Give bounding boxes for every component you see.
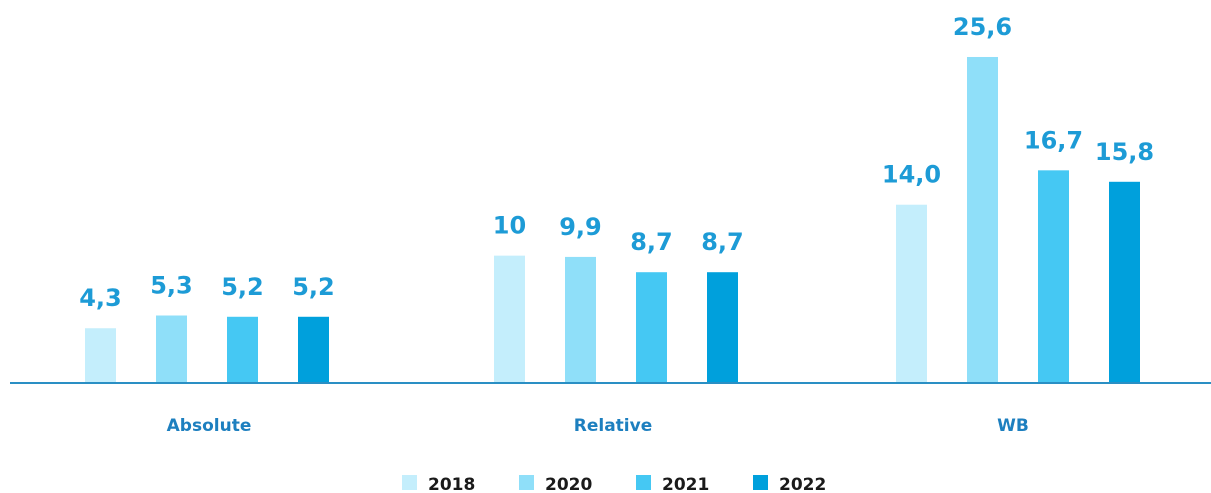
bar-absolute-2022: [298, 316, 329, 383]
bar-absolute-2020: [156, 315, 187, 383]
bar-relative-2020: [565, 256, 596, 383]
value-label-absolute-2021: 5,2: [221, 273, 264, 301]
value-label-wb-2018: 14,0: [882, 161, 941, 189]
bar-wb-2020: [967, 56, 998, 383]
legend-label-2018: 2018: [428, 475, 475, 493]
bar-wb-2022: [1109, 181, 1140, 383]
bar-relative-2018: [494, 255, 525, 383]
bar-wb-2021: [1038, 170, 1069, 383]
legend: 2018 2020 2021 2022: [402, 475, 826, 493]
legend-label-2021: 2021: [662, 475, 709, 493]
legend-swatch-2018: [402, 475, 417, 490]
value-label-relative-2022: 8,7: [701, 228, 744, 256]
bar-absolute-2021: [227, 316, 258, 383]
bars-layer: [85, 56, 1140, 383]
legend-swatch-2021: [636, 475, 651, 490]
value-label-wb-2020: 25,6: [953, 13, 1012, 41]
value-label-relative-2021: 8,7: [630, 228, 673, 256]
legend-swatch-2020: [519, 475, 534, 490]
legend-label-2020: 2020: [545, 475, 592, 493]
category-label-relative: Relative: [574, 416, 652, 436]
value-labels-layer: 4,3 5,3 5,2 5,2 10 9,9 8,7 8,7 14,0 25,6 16,7 15,8: [79, 13, 1154, 312]
bar-relative-2021: [636, 272, 667, 383]
value-label-absolute-2020: 5,3: [150, 272, 193, 300]
value-label-wb-2022: 15,8: [1095, 138, 1154, 166]
value-label-absolute-2022: 5,2: [292, 273, 335, 301]
bar-absolute-2018: [85, 328, 116, 383]
value-label-wb-2021: 16,7: [1024, 126, 1083, 154]
bar-wb-2018: [896, 204, 927, 383]
category-label-absolute: Absolute: [167, 416, 252, 436]
value-label-relative-2018: 10: [493, 212, 526, 240]
category-labels-layer: Absolute Relative WB: [167, 416, 1029, 436]
bar-relative-2022: [707, 272, 738, 383]
legend-swatch-2022: [753, 475, 768, 490]
value-label-absolute-2018: 4,3: [79, 284, 122, 312]
category-label-wb: WB: [997, 416, 1029, 436]
value-label-relative-2020: 9,9: [559, 213, 602, 241]
legend-label-2022: 2022: [779, 475, 826, 493]
